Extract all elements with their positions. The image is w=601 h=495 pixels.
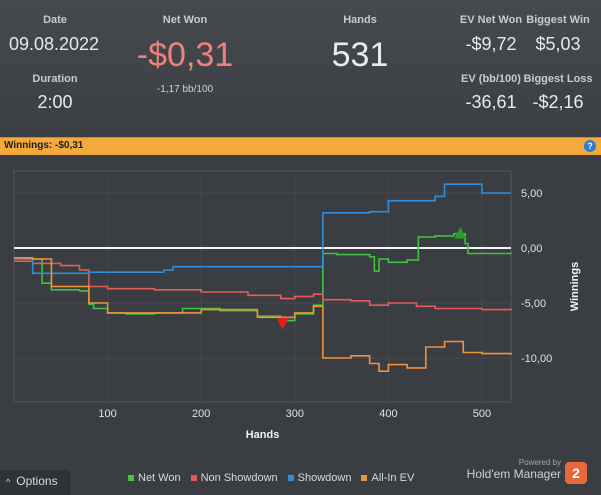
series-line-non-showdown: [14, 260, 512, 311]
chart-legend: Net Won Non Showdown Showdown All-In EV: [128, 472, 414, 484]
options-panel[interactable]: [0, 470, 70, 495]
legend-label: Non Showdown: [200, 472, 278, 484]
options-button[interactable]: ^ Options: [6, 474, 58, 488]
ev-bb100-value: -36,61: [465, 92, 517, 112]
min-marker: [276, 317, 289, 330]
biggest-win-value: $5,03: [535, 34, 581, 54]
netwon-bb100: -1,17 bb/100: [156, 84, 214, 95]
y-tick-label: 0,00: [521, 243, 542, 255]
winnings-header-bar: Winnings: -$0,31 ?: [0, 137, 601, 156]
legend-item-all-in-ev[interactable]: All-In EV: [361, 472, 414, 484]
series-line-showdown: [14, 183, 511, 275]
legend-swatch: [361, 475, 368, 481]
brand-badge-icon: 2: [565, 462, 587, 484]
series-line-all-in-ev: [14, 257, 512, 372]
legend-item-net-won[interactable]: Net Won: [128, 472, 181, 484]
x-axis-label: Hands: [246, 429, 280, 441]
netwon-value: -$0,31: [136, 36, 234, 74]
winnings-chart-area: 100 200 300 400 500 5,00 0,00 -5,00 -10,00 Hands W…: [0, 155, 601, 495]
netwon-label: Net Won: [162, 14, 208, 26]
x-tick-label: 500: [473, 408, 491, 420]
hands-label: Hands: [343, 14, 377, 26]
powered-by-label: Powered by: [518, 458, 561, 467]
duration-value: 2:00: [37, 92, 73, 112]
x-tick-label: 100: [98, 408, 116, 420]
chevron-up-icon: ^: [6, 477, 11, 487]
biggest-loss-value: -$2,16: [532, 92, 584, 112]
legend-label: Showdown: [297, 472, 352, 484]
legend-swatch: [190, 475, 197, 481]
x-tick-label: 200: [192, 408, 210, 420]
legend-item-non-showdown[interactable]: Non Showdown: [190, 472, 278, 484]
brand-logo: Powered by Hold'em Manager: [467, 458, 561, 481]
options-label: Options: [16, 474, 58, 488]
brand-name: Hold'em Manager: [466, 467, 561, 481]
date-value: 09.08.2022: [8, 34, 100, 54]
hands-value: 531: [331, 36, 389, 74]
y-tick-label: -10,00: [521, 353, 552, 365]
ev-bb100-label: EV (bb/100): [461, 73, 521, 85]
x-tick-label: 400: [379, 408, 397, 420]
stats-panel: Date 09.08.2022 Duration 2:00 Net Won -$…: [0, 0, 601, 137]
biggest-win-label: Biggest Win: [526, 14, 590, 26]
question-icon[interactable]: ?: [584, 140, 596, 152]
legend-item-showdown[interactable]: Showdown: [287, 472, 352, 484]
ev-net-won-value: -$9,72: [465, 34, 517, 54]
date-label: Date: [43, 14, 67, 26]
max-marker: [454, 226, 467, 239]
y-tick-label: -5,00: [521, 298, 546, 310]
y-tick-label: 5,00: [521, 188, 542, 200]
winnings-chart: 100 200 300 400 500 5,00 0,00 -5,00 -10,00 Hands W…: [13, 170, 581, 441]
duration-label: Duration: [32, 73, 78, 85]
legend-label: All-In EV: [371, 472, 415, 484]
winnings-header-text: Winnings: -$0,31: [4, 140, 84, 151]
ev-net-won-label: EV Net Won: [459, 14, 523, 26]
y-axis-label: Winnings: [569, 262, 581, 311]
x-tick-label: 300: [286, 408, 304, 420]
legend-swatch: [128, 475, 134, 481]
legend-swatch: [287, 475, 294, 481]
legend-label: Net Won: [138, 472, 181, 484]
biggest-loss-label: Biggest Loss: [523, 73, 593, 85]
